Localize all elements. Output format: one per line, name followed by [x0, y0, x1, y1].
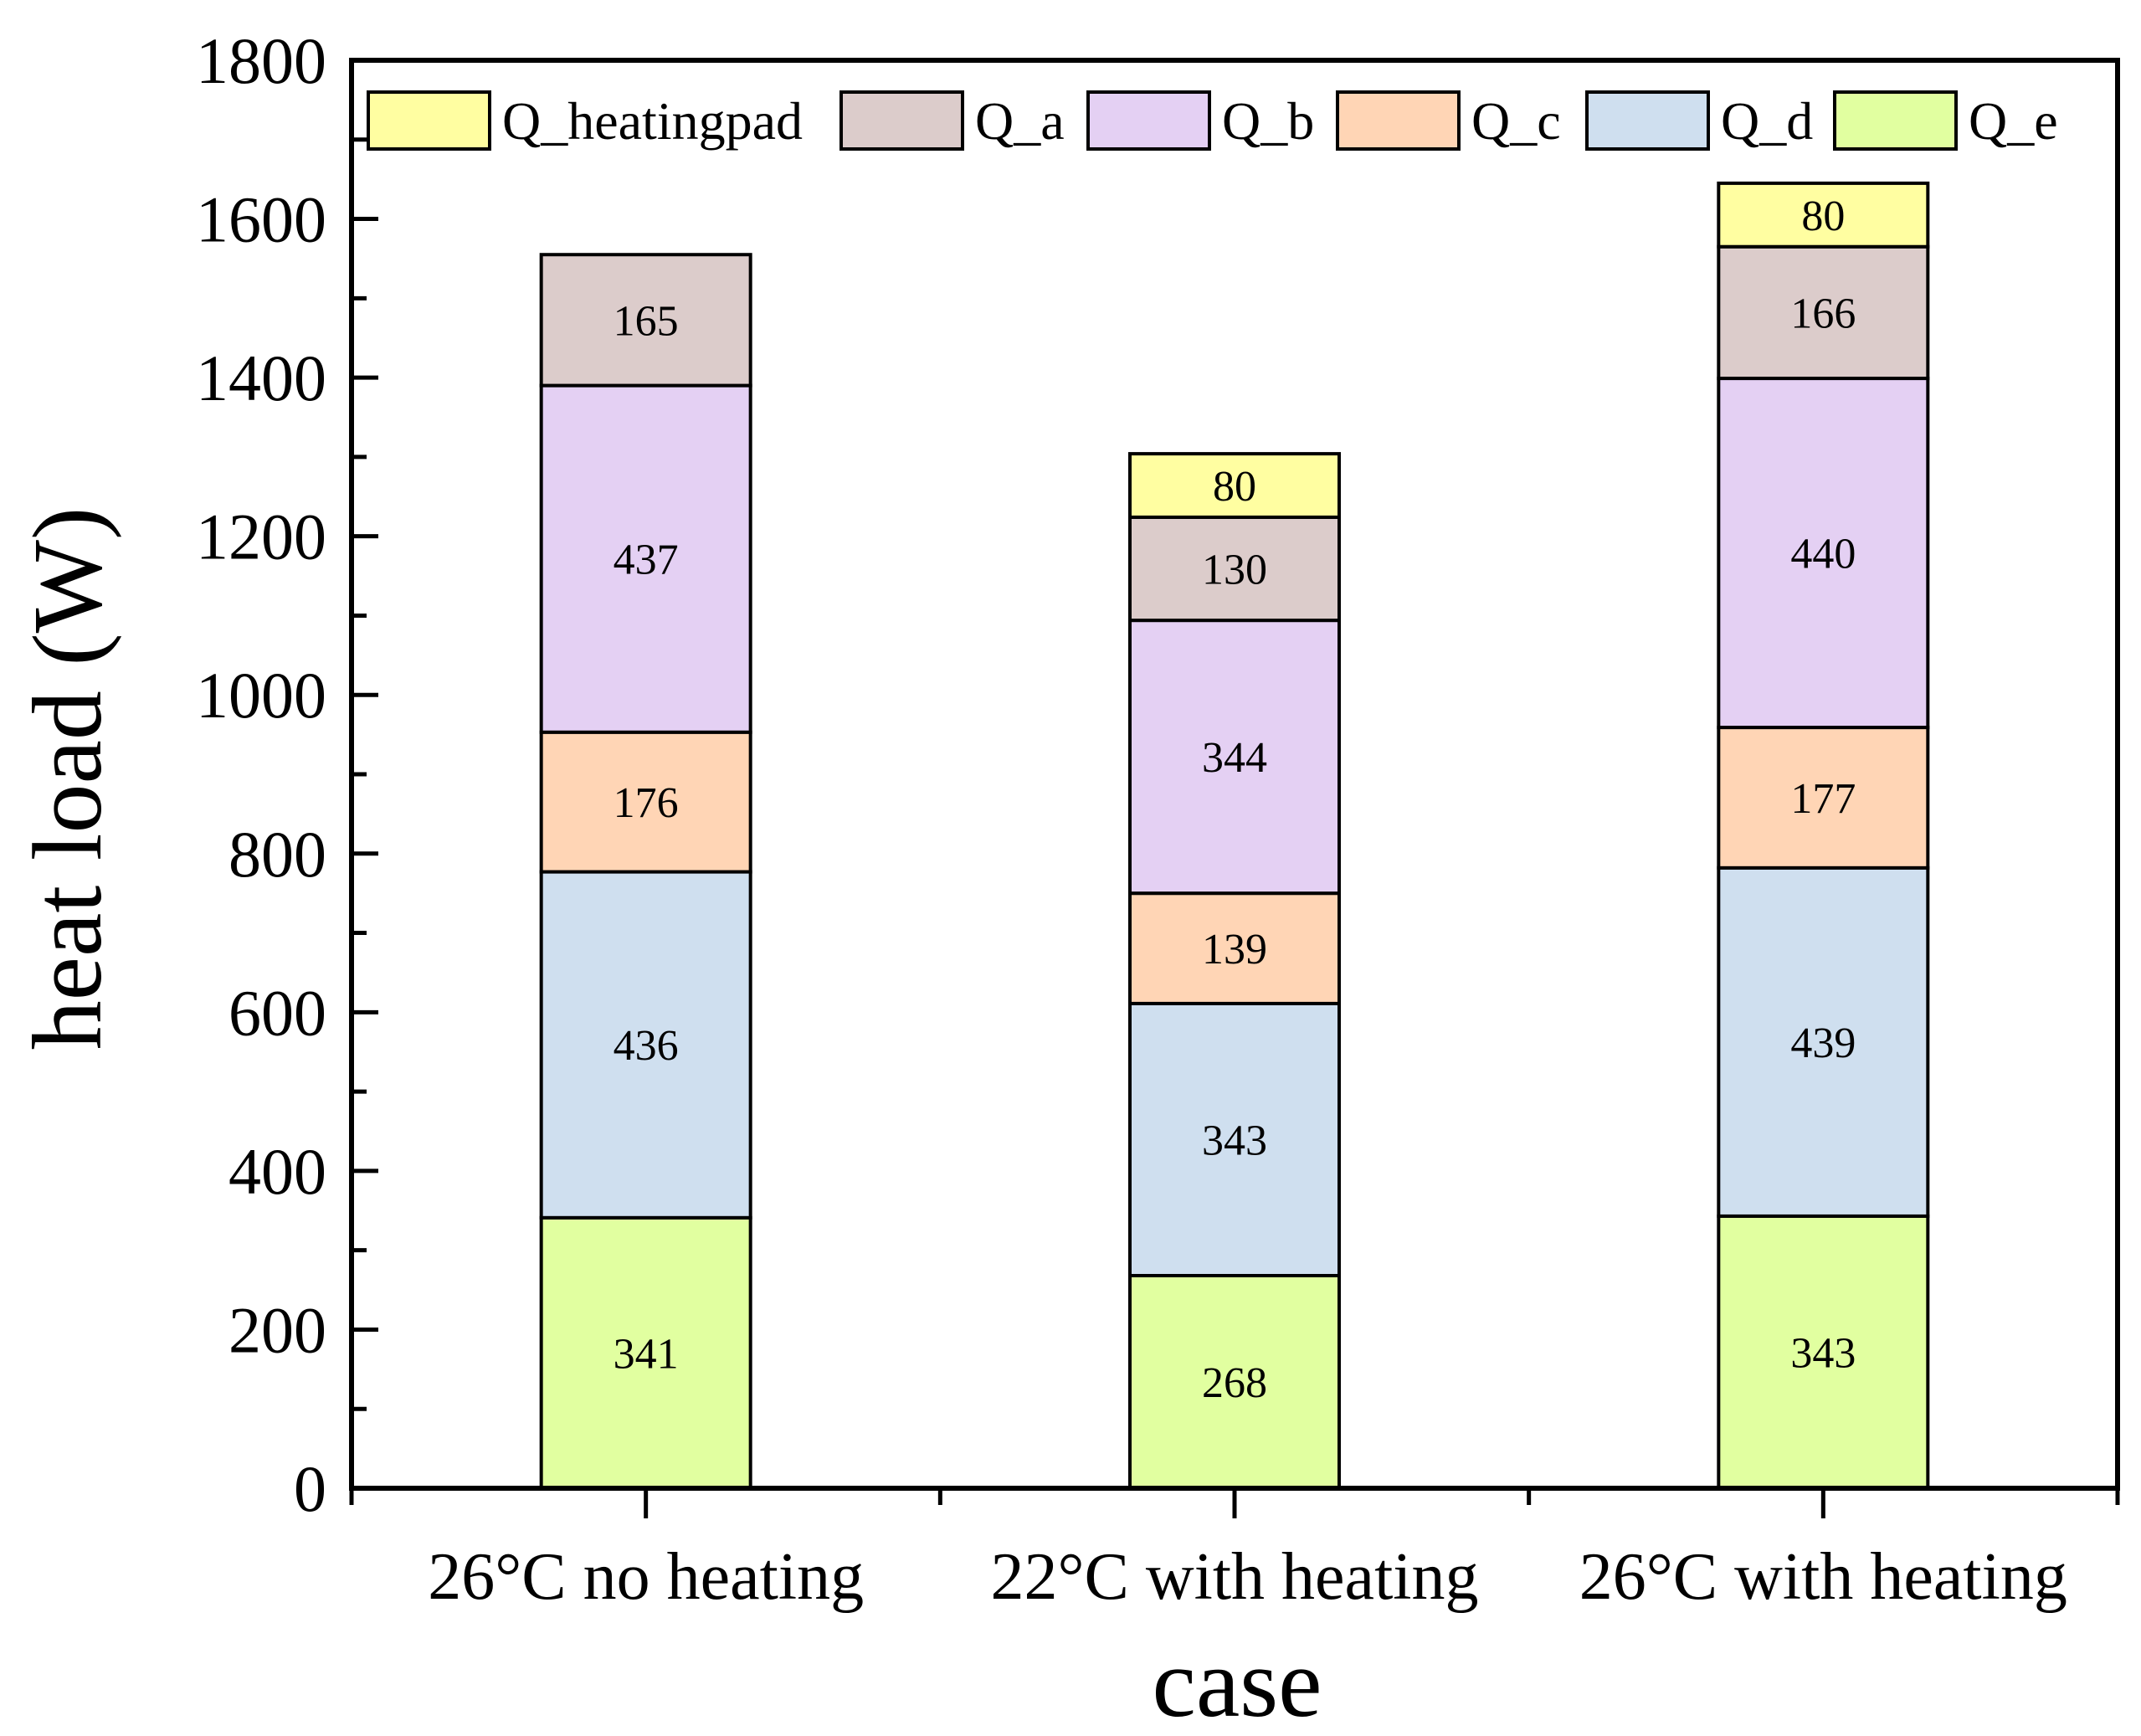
legend-label-q-b: Q_b: [1222, 91, 1314, 151]
bar-segment-q-d-0: [539, 870, 752, 1220]
data-label-q-d-2: 439: [1790, 1020, 1856, 1067]
data-label-q-c-1: 139: [1202, 926, 1267, 973]
bar-segment-q-heatingpad-2: [1717, 181, 1930, 249]
data-label-q-b-1: 344: [1202, 734, 1267, 782]
bar-segment-q-b-1: [1128, 619, 1341, 896]
data-label-q-d-0: 436: [614, 1022, 679, 1070]
data-label-q-e-2: 343: [1790, 1329, 1856, 1377]
bar-segment-q-b-0: [539, 383, 752, 734]
data-label-q-c-0: 176: [614, 779, 679, 827]
data-label-q-heatingpad-1: 80: [1213, 463, 1256, 511]
bar-segment-q-heatingpad-1: [1128, 452, 1341, 519]
y-tick-label: 1400: [196, 342, 326, 414]
data-label-q-a-2: 166: [1790, 290, 1856, 337]
y-tick-label: 1000: [196, 659, 326, 732]
legend-label-q-e: Q_e: [1969, 91, 2058, 151]
bar-segment-q-c-1: [1128, 891, 1341, 1005]
y-tick-label: 600: [228, 976, 326, 1049]
bar-segment-q-d-1: [1128, 1001, 1341, 1277]
y-tick-label: 0: [294, 1452, 326, 1525]
y-tick-label: 1800: [196, 24, 326, 97]
x-tick-label: 22°C with heating: [990, 1540, 1478, 1614]
legend-swatch-q-e: [1833, 90, 1958, 151]
legend-swatch-q-b: [1086, 90, 1211, 151]
y-tick-label: 400: [228, 1135, 326, 1208]
bar-segment-q-d-2: [1717, 865, 1930, 1218]
bar-segment-q-e-2: [1717, 1214, 1930, 1490]
data-label-q-c-2: 177: [1790, 775, 1856, 823]
legend-label-q-c: Q_c: [1471, 91, 1561, 151]
legend-label-q-heatingpad: Q_heatingpad: [502, 91, 803, 151]
data-label-q-b-0: 437: [614, 537, 679, 584]
bar-segment-q-e-0: [539, 1215, 752, 1490]
x-tick-label: 26°C with heating: [1579, 1540, 2067, 1614]
bar-segment-q-b-2: [1717, 377, 1930, 730]
data-label-q-e-0: 341: [614, 1330, 679, 1378]
legend-swatch-q-c: [1336, 90, 1461, 151]
legend-swatch-q-heatingpad: [367, 90, 491, 151]
data-label-q-e-1: 268: [1202, 1359, 1267, 1407]
y-tick-label: 200: [228, 1293, 326, 1366]
data-label-q-a-1: 130: [1202, 547, 1267, 594]
y-axis-title: heat load (W): [13, 507, 122, 1050]
legend-label-q-a: Q_a: [975, 91, 1065, 151]
legend-swatch-q-a: [839, 90, 964, 151]
legend-label-q-d: Q_d: [1721, 91, 1813, 151]
data-label-q-d-1: 343: [1202, 1117, 1267, 1164]
data-label-q-heatingpad-2: 80: [1801, 193, 1845, 240]
legend-swatch-q-d: [1585, 90, 1710, 151]
x-tick-label: 26°C no heating: [428, 1540, 864, 1614]
x-axis-title: case: [1152, 1628, 1322, 1732]
y-tick-label: 1600: [196, 183, 326, 256]
bar-segment-q-e-1: [1128, 1273, 1341, 1491]
bar-segment-q-a-0: [539, 253, 752, 388]
y-tick-label: 1200: [196, 501, 326, 573]
data-label-q-b-2: 440: [1790, 531, 1856, 578]
y-tick-label: 800: [228, 818, 326, 891]
data-label-q-a-0: 165: [614, 297, 679, 345]
bar-segment-q-a-1: [1128, 515, 1341, 623]
bar-segment-q-a-2: [1717, 244, 1930, 381]
